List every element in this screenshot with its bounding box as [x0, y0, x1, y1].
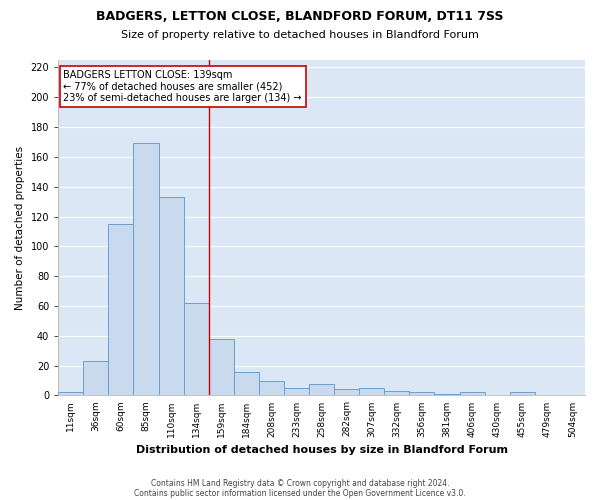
Bar — [284, 388, 309, 396]
Bar — [109, 224, 133, 396]
Bar — [58, 392, 83, 396]
Bar — [259, 380, 284, 396]
Bar — [409, 392, 434, 396]
Text: BADGERS, LETTON CLOSE, BLANDFORD FORUM, DT11 7SS: BADGERS, LETTON CLOSE, BLANDFORD FORUM, … — [96, 10, 504, 23]
Bar — [385, 391, 409, 396]
Text: Size of property relative to detached houses in Blandford Forum: Size of property relative to detached ho… — [121, 30, 479, 40]
Bar — [460, 392, 485, 396]
Bar — [209, 339, 234, 396]
Bar — [158, 197, 184, 396]
Y-axis label: Number of detached properties: Number of detached properties — [15, 146, 25, 310]
Bar — [83, 361, 109, 396]
Bar — [309, 384, 334, 396]
Bar — [133, 144, 158, 396]
Text: Contains HM Land Registry data © Crown copyright and database right 2024.: Contains HM Land Registry data © Crown c… — [151, 478, 449, 488]
Text: Contains public sector information licensed under the Open Government Licence v3: Contains public sector information licen… — [134, 488, 466, 498]
Bar — [359, 388, 385, 396]
X-axis label: Distribution of detached houses by size in Blandford Forum: Distribution of detached houses by size … — [136, 445, 508, 455]
Bar — [234, 372, 259, 396]
Bar — [334, 390, 359, 396]
Text: BADGERS LETTON CLOSE: 139sqm
← 77% of detached houses are smaller (452)
23% of s: BADGERS LETTON CLOSE: 139sqm ← 77% of de… — [64, 70, 302, 103]
Bar — [184, 303, 209, 396]
Bar — [434, 394, 460, 396]
Bar — [510, 392, 535, 396]
